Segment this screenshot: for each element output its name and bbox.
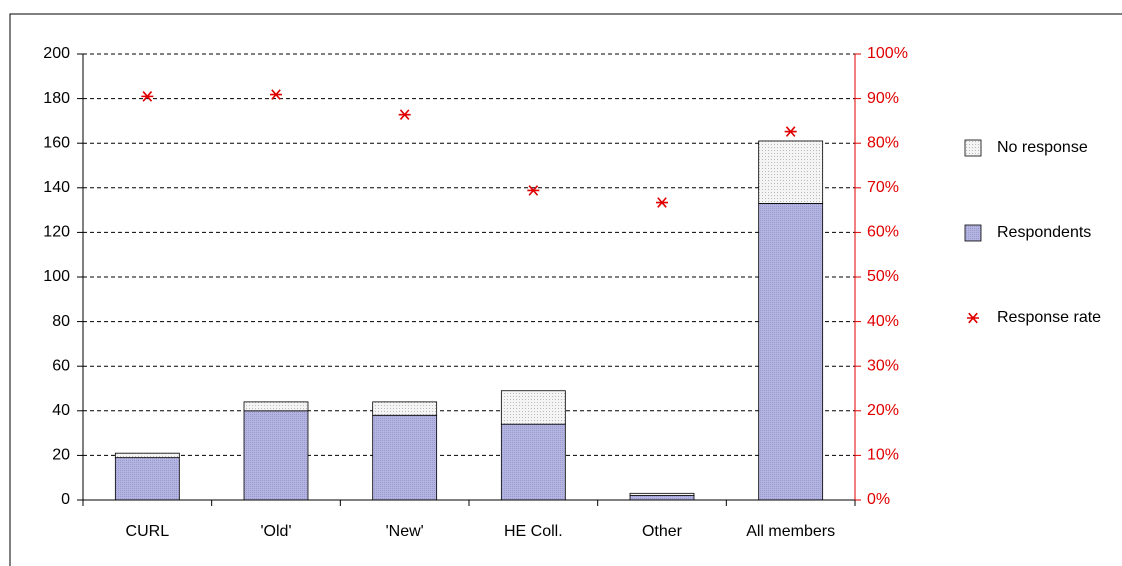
bar-segment: [500, 390, 566, 425]
y2-tick-label: 60%: [867, 224, 899, 241]
y-tick-label: 160: [43, 134, 70, 151]
y-tick-label: 180: [43, 90, 70, 107]
bar-segment: [758, 203, 824, 501]
x-tick-label: 'Old': [260, 523, 291, 540]
y-tick-label: 100: [43, 268, 70, 285]
y2-tick-label: 10%: [867, 447, 899, 464]
y-tick-label: 0: [61, 491, 70, 508]
rate-marker: [527, 185, 540, 196]
rate-marker: [270, 89, 282, 100]
y-tick-label: 20: [52, 447, 70, 464]
rate-marker: [656, 197, 668, 208]
bar-segment: [243, 401, 309, 412]
x-tick-label: CURL: [126, 523, 170, 540]
legend-label: Response rate: [997, 309, 1102, 326]
bar-segment: [500, 423, 566, 501]
y2-tick-label: 70%: [867, 179, 899, 196]
bar-segment: [629, 492, 695, 496]
x-tick-label: Other: [642, 523, 683, 540]
legend-marker: [967, 312, 979, 324]
y2-tick-label: 90%: [867, 90, 899, 107]
bar-segment: [243, 410, 309, 501]
x-tick-label: HE Coll.: [504, 523, 563, 540]
rate-marker: [398, 109, 411, 120]
legend-swatch: [964, 224, 982, 242]
bar-segment: [372, 414, 438, 501]
bar-segment: [114, 452, 180, 459]
y-tick-label: 140: [43, 179, 70, 196]
y-tick-label: 120: [43, 224, 70, 241]
y2-tick-label: 20%: [867, 402, 899, 419]
x-tick-label: All members: [746, 523, 835, 540]
y2-tick-label: 50%: [867, 268, 899, 285]
bar-segment: [758, 140, 824, 204]
bar-segment: [114, 457, 180, 501]
y2-tick-label: 80%: [867, 134, 899, 151]
x-tick-label: 'New': [386, 523, 424, 540]
legend-label: Respondents: [997, 224, 1092, 241]
rate-marker: [141, 91, 154, 102]
bar-segment: [629, 495, 695, 501]
bar-segment: [372, 401, 438, 416]
rate-marker: [784, 126, 797, 137]
y2-tick-label: 40%: [867, 313, 899, 330]
legend-swatch: [964, 139, 982, 157]
legend-label: No response: [997, 139, 1088, 156]
y2-tick-label: 30%: [867, 357, 899, 374]
y-tick-label: 40: [52, 402, 70, 419]
y-tick-label: 200: [43, 45, 70, 62]
frame: [9, 13, 1122, 566]
y2-tick-label: 100%: [867, 45, 908, 62]
y-tick-label: 60: [52, 357, 70, 374]
y2-tick-label: 0%: [867, 491, 890, 508]
y-tick-label: 80: [52, 313, 70, 330]
